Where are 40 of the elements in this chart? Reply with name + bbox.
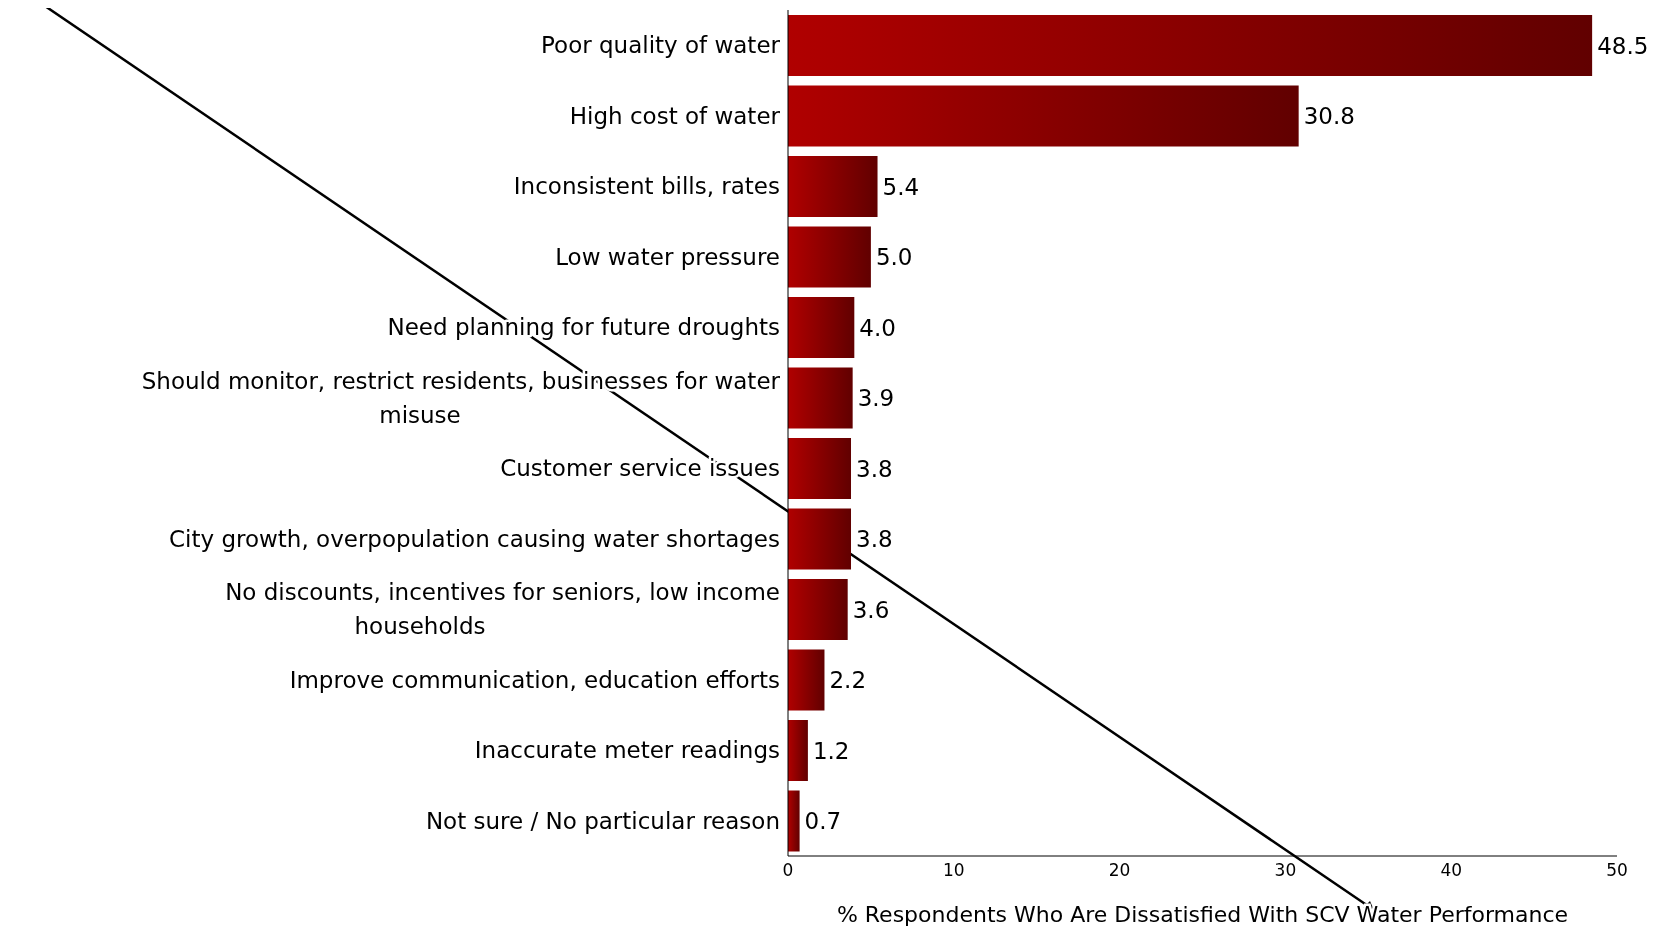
bar <box>788 15 1593 76</box>
x-tick-label: 50 <box>1606 860 1628 881</box>
y-tick-label: Not sure / No particular reason <box>425 807 780 834</box>
bar <box>788 156 878 217</box>
bar <box>788 297 855 358</box>
bar <box>788 720 808 781</box>
data-label: 2.2 <box>829 667 867 694</box>
data-label: 1.2 <box>812 737 850 764</box>
y-tick-label: Low water pressure <box>555 243 780 270</box>
data-label: 30.8 <box>1303 103 1355 130</box>
data-label: 3.8 <box>856 526 893 553</box>
bar <box>788 579 848 640</box>
data-label: 48.5 <box>1597 32 1649 59</box>
y-tick-label: Inconsistent bills, rates <box>513 173 780 200</box>
bar <box>788 367 853 429</box>
x-tick-label: 10 <box>942 860 965 881</box>
bar <box>788 85 1299 147</box>
y-tick-label: Improve communication, education efforts <box>289 666 780 693</box>
x-tick-label: 40 <box>1440 860 1463 881</box>
y-tick-label: City growth, overpopulation causing water shortages <box>169 525 780 552</box>
data-label: 4.0 <box>859 314 896 341</box>
bar <box>788 649 825 711</box>
data-label: 5.4 <box>882 173 920 200</box>
data-label: 3.9 <box>857 385 895 412</box>
y-tick-label: High cost of water <box>569 102 781 129</box>
x-tick-label: 0 <box>782 860 794 881</box>
data-label: 0.7 <box>804 808 842 835</box>
data-label: 3.6 <box>852 596 890 623</box>
bar <box>788 226 871 288</box>
bar <box>788 438 851 499</box>
x-tick-label: 20 <box>1108 860 1131 881</box>
bar <box>788 790 800 852</box>
x-tick-label: 30 <box>1274 860 1297 881</box>
y-tick-label: Inaccurate meter readings <box>474 737 780 764</box>
data-label: 5.0 <box>875 244 913 271</box>
x-axis-title: % Respondents Who Are Dissatisfied With SCV Water Performance <box>836 902 1569 927</box>
data-label: 3.8 <box>856 455 893 482</box>
y-tick-label: Poor quality of water <box>541 32 781 59</box>
y-tick-label: No discounts, incentives for seniors, low income households <box>225 579 780 640</box>
bar <box>788 508 851 570</box>
